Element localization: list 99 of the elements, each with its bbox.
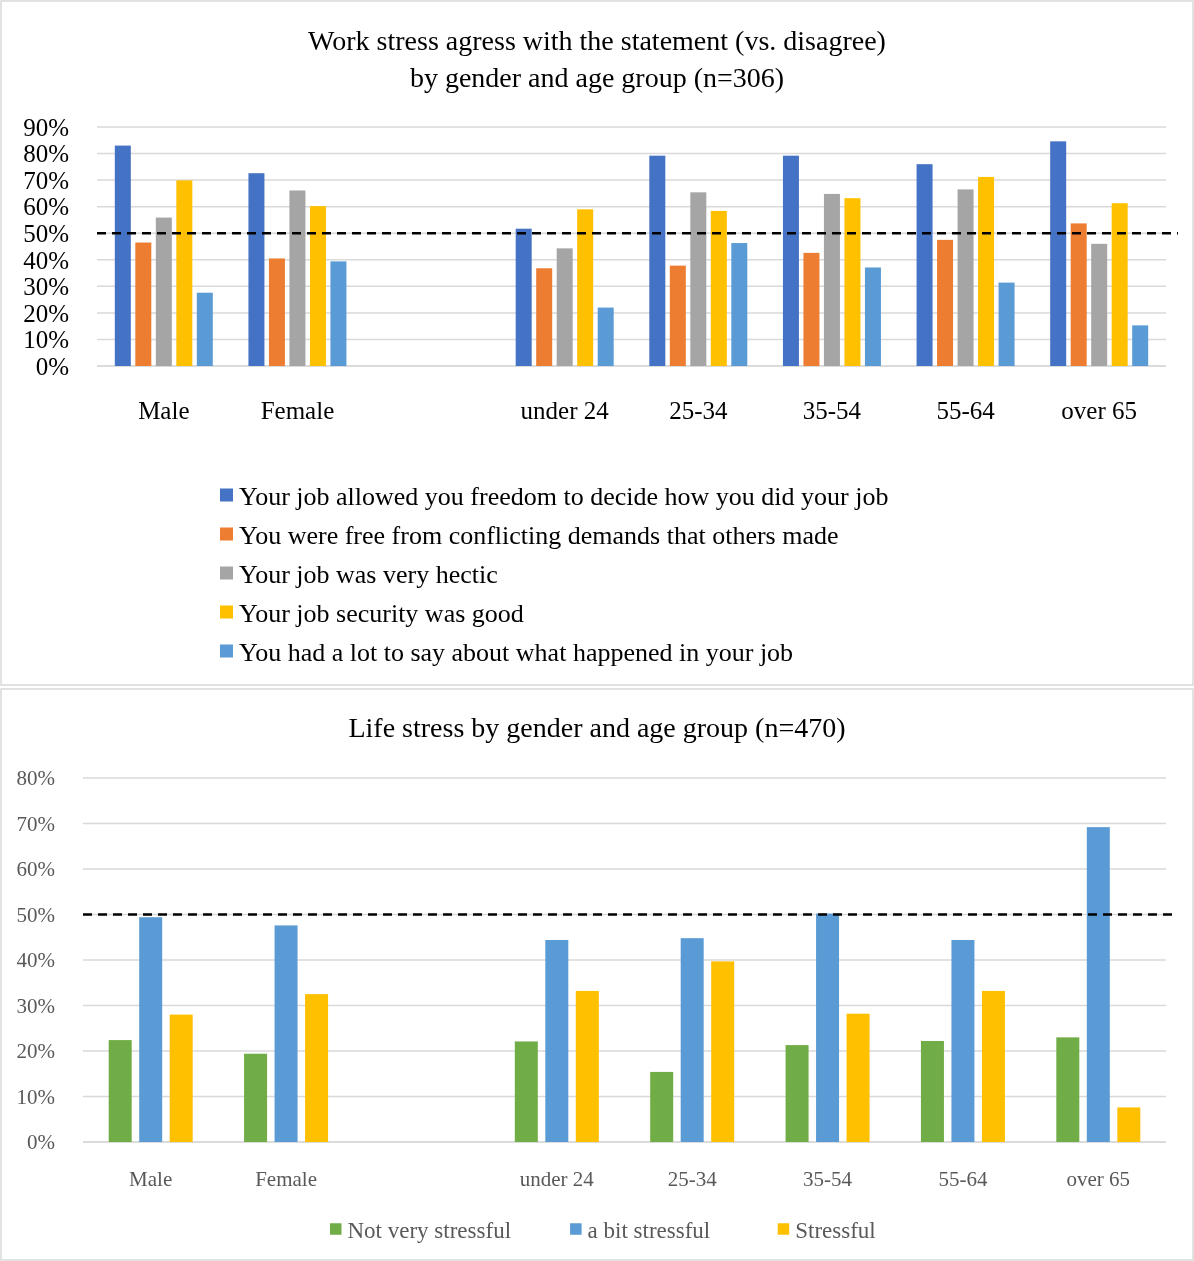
bar: [782, 155, 799, 366]
legend-label: Your job security was good: [239, 598, 524, 628]
y-tick-label: 0%: [27, 1130, 55, 1155]
bar: [957, 189, 974, 366]
legend-label: Your job allowed you freedom to decide how you did your job: [239, 481, 889, 511]
bar: [114, 145, 131, 366]
y-tick-label: 60%: [23, 193, 69, 221]
bar: [309, 206, 326, 366]
y-tick-label: 70%: [16, 811, 55, 836]
x-tick-label: 35-54: [802, 396, 862, 424]
bar: [864, 267, 881, 366]
bar: [330, 261, 347, 366]
x-tick-label: Female: [255, 1167, 317, 1192]
y-tick-label: 0%: [35, 352, 69, 380]
bar: [176, 180, 193, 366]
legend-label: Not very stressful: [347, 1217, 512, 1243]
bar: [108, 1040, 132, 1142]
legend-label: You had a lot to say about what happened in your job: [239, 637, 794, 667]
bar: [155, 217, 172, 366]
x-tick-label: Male: [129, 1167, 173, 1192]
bar: [998, 282, 1015, 366]
y-tick-label: 70%: [23, 166, 69, 194]
bar: [937, 239, 954, 366]
bar: [816, 913, 840, 1142]
bar: [575, 990, 599, 1142]
bar: [169, 1014, 193, 1142]
bar: [785, 1045, 809, 1142]
x-tick-label: 25-34: [667, 1167, 718, 1192]
y-tick-label: 50%: [23, 219, 69, 247]
x-tick-label: 55-64: [936, 396, 996, 424]
x-tick-label: under 24: [520, 396, 610, 424]
bar: [536, 268, 553, 366]
y-tick-label: 10%: [16, 1084, 55, 1109]
bar: [1132, 325, 1149, 366]
bar: [803, 252, 820, 366]
legend-label: a bit stressful: [587, 1217, 711, 1243]
bar: [556, 248, 573, 366]
chart-title: Work stress agress with the statement (vs. disagree) by gender and age group (n=306): [308, 25, 886, 93]
bar: [669, 265, 686, 366]
bar: [545, 939, 569, 1142]
legend-label: Your job was very hectic: [239, 559, 498, 589]
bar: [139, 917, 163, 1142]
bar: [135, 242, 152, 366]
bar: [981, 990, 1005, 1142]
y-tick-label: 80%: [23, 140, 69, 168]
bar: [680, 938, 704, 1142]
y-tick-label: 60%: [16, 857, 55, 882]
y-tick-label: 10%: [23, 326, 69, 354]
bar: [597, 307, 614, 366]
bar: [690, 192, 707, 366]
bar: [289, 190, 306, 366]
bar: [844, 198, 861, 366]
bar: [268, 258, 285, 366]
x-tick-label: Female: [260, 396, 335, 424]
bar: [577, 209, 594, 366]
bar: [1086, 827, 1110, 1142]
bar: [274, 925, 298, 1142]
x-tick-label: over 65: [1066, 1167, 1131, 1192]
x-tick-label: 35-54: [803, 1167, 853, 1192]
bar: [978, 176, 995, 366]
chart-title: Life stress by gender and age group (n=470): [348, 712, 846, 743]
bar: [514, 1041, 538, 1142]
y-tick-label: 40%: [16, 948, 55, 973]
bar: [1091, 243, 1108, 366]
bar: [305, 994, 329, 1142]
legend-label: Stressful: [795, 1217, 876, 1243]
bar: [244, 1053, 268, 1142]
bar: [846, 1013, 870, 1142]
y-tick-label: 20%: [16, 1039, 55, 1064]
x-tick-label: Male: [138, 396, 190, 424]
y-tick-label: 20%: [23, 299, 69, 327]
y-tick-label: 30%: [23, 273, 69, 301]
bar: [1111, 203, 1128, 366]
bar: [1117, 1107, 1141, 1142]
y-tick-label: 80%: [16, 766, 55, 791]
bar: [650, 1071, 674, 1142]
bar: [711, 961, 735, 1142]
bar: [731, 243, 748, 366]
y-tick-label: 30%: [16, 993, 55, 1018]
bar: [710, 210, 727, 366]
y-tick-label: 50%: [16, 902, 55, 927]
legend-label: You were free from conflicting demands that others made: [239, 520, 839, 550]
y-tick-label: 90%: [23, 113, 69, 141]
y-tick-label: 40%: [23, 246, 69, 274]
bar: [515, 228, 532, 366]
bar: [916, 164, 933, 366]
bar: [649, 155, 666, 366]
bar: [1056, 1037, 1080, 1142]
bar: [1070, 223, 1087, 366]
bar: [1050, 141, 1067, 366]
x-tick-label: over 65: [1061, 396, 1138, 424]
bar: [823, 193, 840, 366]
bar: [951, 939, 975, 1142]
x-tick-label: 55-64: [938, 1167, 988, 1192]
bar: [248, 173, 265, 366]
bar: [920, 1040, 944, 1142]
x-tick-label: under 24: [519, 1167, 595, 1192]
bar: [196, 292, 213, 366]
x-tick-label: 25-34: [669, 396, 728, 424]
